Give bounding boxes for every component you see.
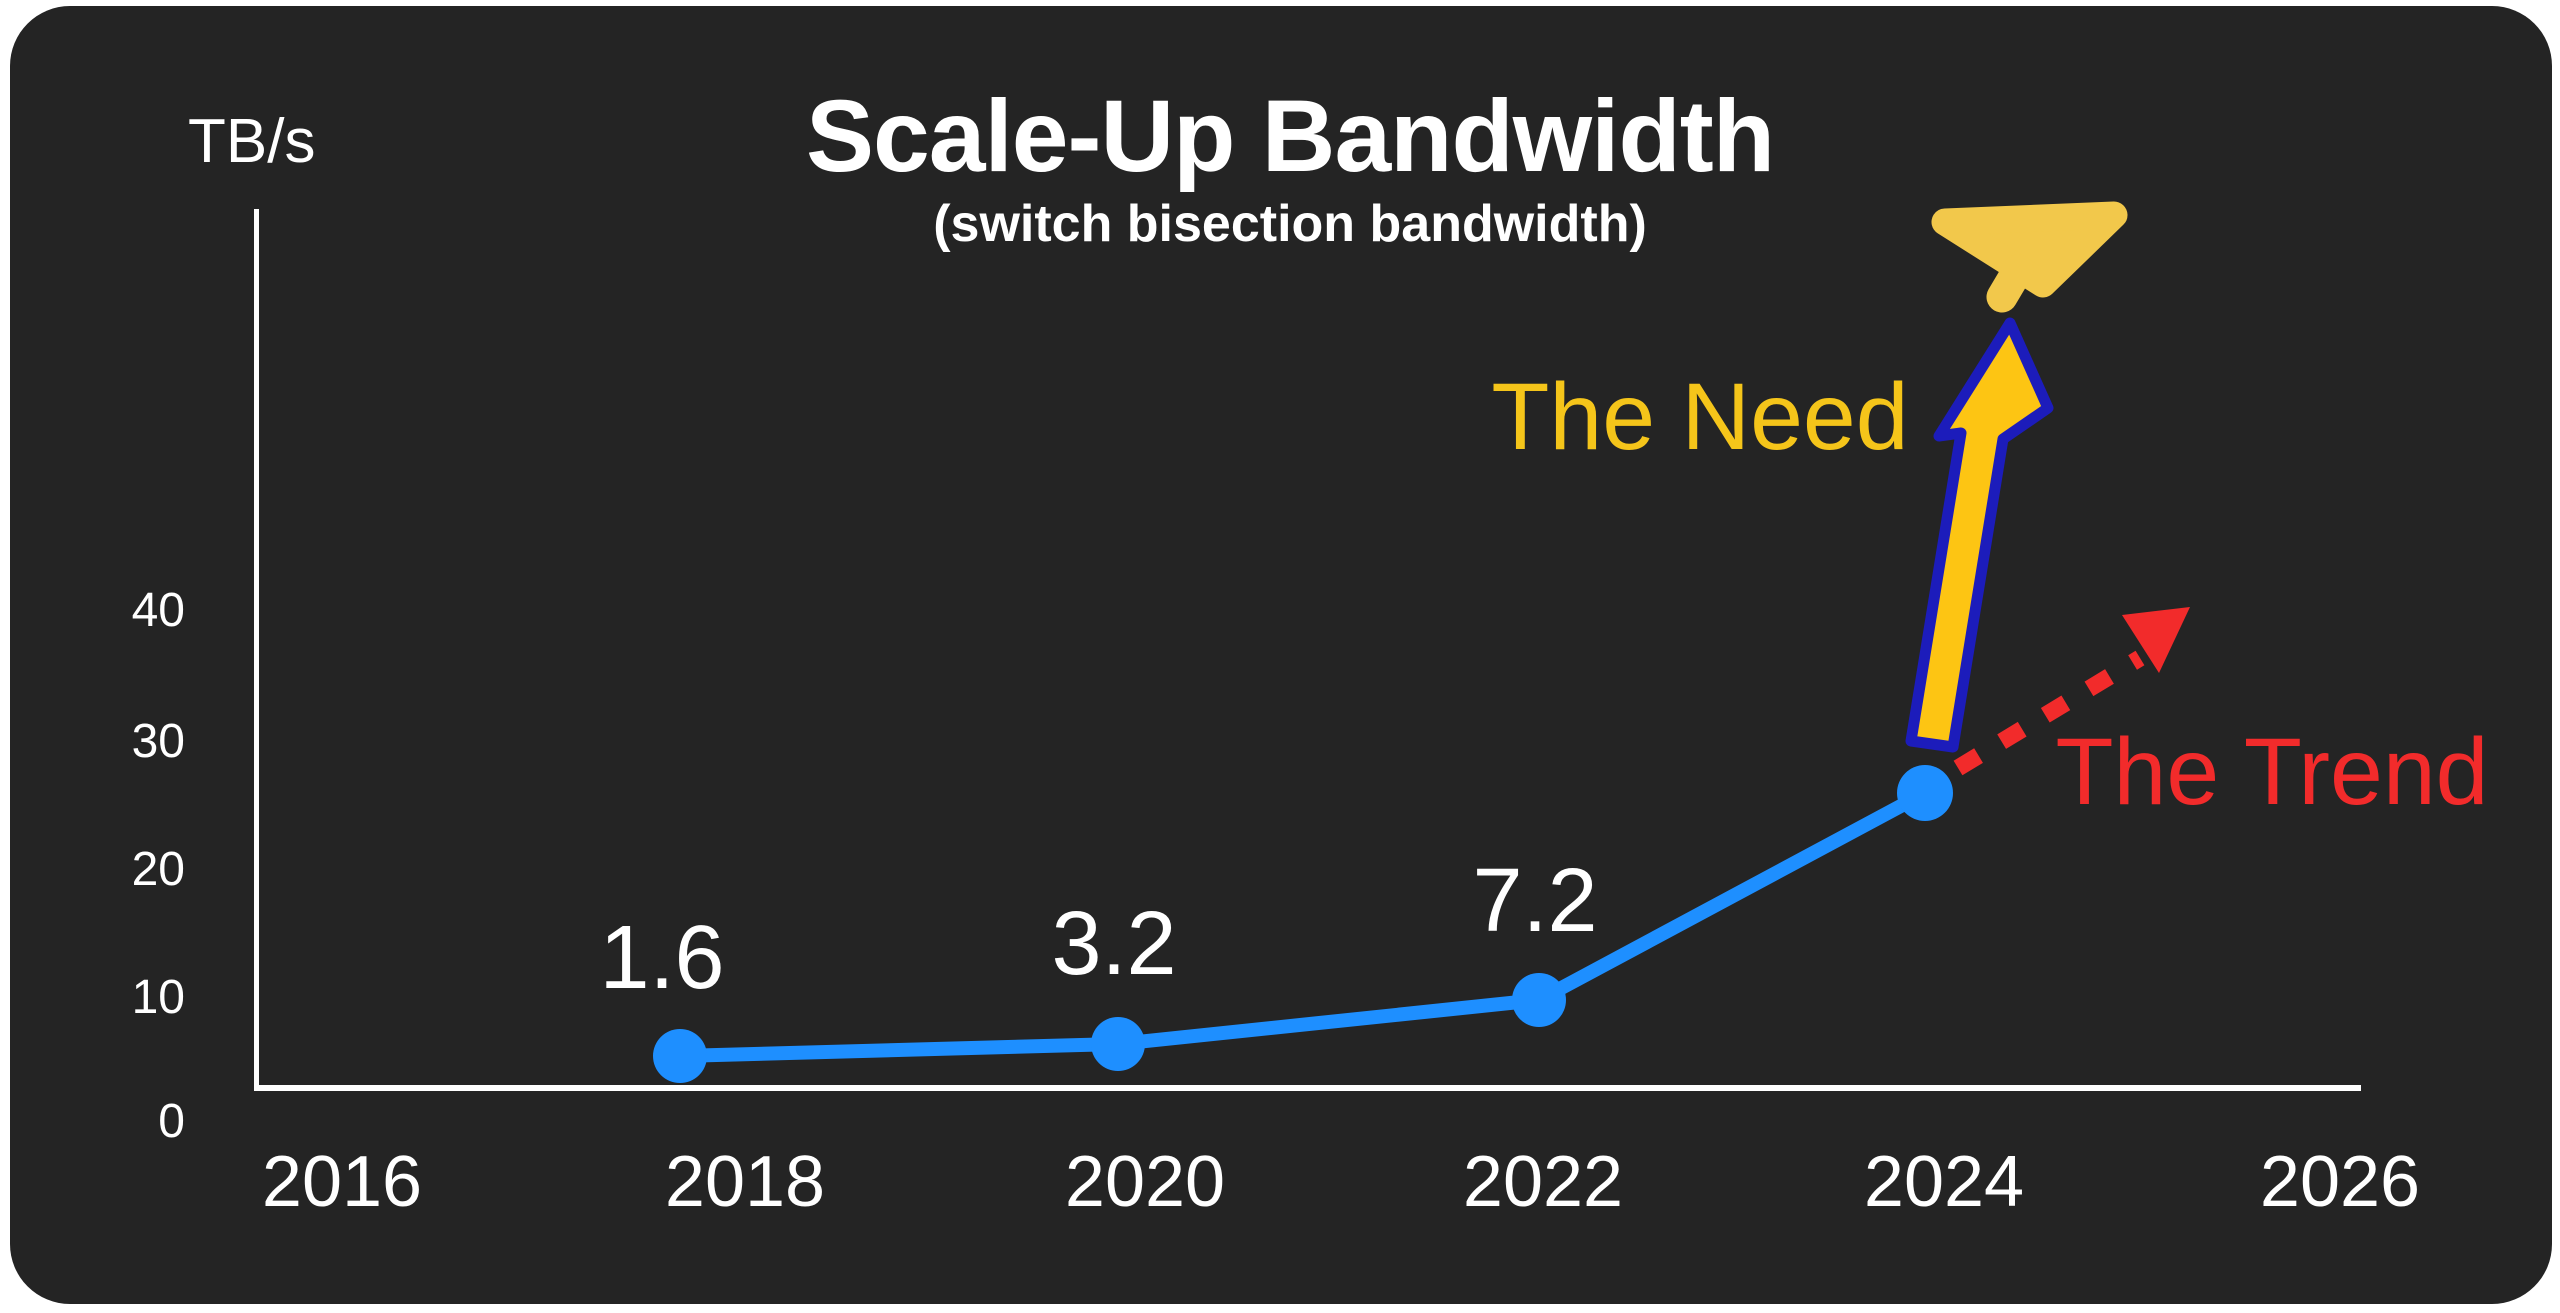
chart-title: Scale-Up Bandwidth [805, 79, 1775, 193]
data-line [673, 786, 1932, 1063]
data-point-2024 [1897, 765, 1953, 821]
x-tick-2024: 2024 [1863, 1142, 2025, 1222]
point-label-2018: 1.6 [599, 908, 725, 1008]
y-tick-0: 0 [158, 1095, 185, 1148]
annotation-the-trend: The Trend [2055, 719, 2489, 825]
y-tick-10: 10 [131, 971, 185, 1024]
paper-plane-icon [1931, 201, 2128, 313]
data-point-2022 [1512, 973, 1566, 1027]
x-axis-line [254, 1085, 2361, 1091]
x-tick-2026: 2026 [2259, 1142, 2421, 1222]
x-tick-2022: 2022 [1462, 1142, 1624, 1222]
chart-card: Scale-Up Bandwidth (switch bisection ban… [10, 6, 2552, 1304]
chart-subtitle: (switch bisection bandwidth) [933, 195, 1647, 253]
y-tick-30: 30 [131, 715, 185, 768]
trend-arrowhead-icon [2122, 607, 2190, 673]
y-tick-20: 20 [131, 843, 185, 896]
x-tick-2020: 2020 [1064, 1142, 1226, 1222]
x-tick-2018: 2018 [664, 1142, 826, 1222]
point-label-2022: 7.2 [1472, 851, 1598, 951]
chart-graphics-layer [653, 201, 2190, 1083]
y-axis-line [254, 209, 259, 1091]
need-arrow-icon [1905, 317, 2054, 753]
point-label-2020: 3.2 [1051, 894, 1177, 994]
x-tick-2016: 2016 [261, 1142, 423, 1222]
annotation-the-need: The Need [1491, 364, 1909, 470]
data-point-2020 [1091, 1017, 1145, 1071]
y-axis-unit-label: TB/s [188, 107, 316, 176]
trend-dotted-line [1953, 650, 2145, 776]
data-point-2018 [653, 1029, 707, 1083]
y-tick-40: 40 [131, 584, 185, 637]
